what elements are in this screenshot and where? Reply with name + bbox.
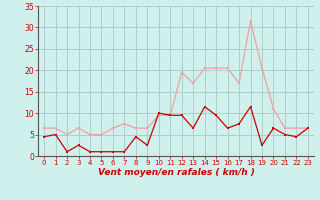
X-axis label: Vent moyen/en rafales ( km/h ): Vent moyen/en rafales ( km/h )	[98, 168, 254, 177]
